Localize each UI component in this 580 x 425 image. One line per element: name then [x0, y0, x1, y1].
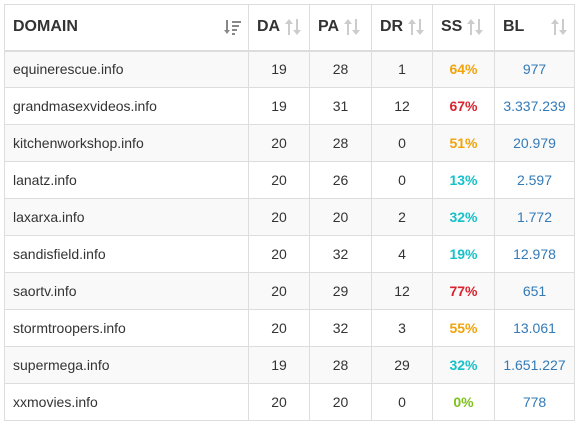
cell-ss: 32%: [432, 198, 495, 236]
cell-da: 20: [248, 272, 310, 310]
cell-ss: 64%: [432, 50, 495, 88]
cell-da: 20: [248, 198, 310, 236]
cell-da: 20: [248, 235, 310, 273]
cell-domain: supermega.info: [4, 346, 249, 384]
sort-inactive-icon[interactable]: [550, 18, 568, 36]
cell-domain: saortv.info: [4, 272, 249, 310]
cell-dr: 0: [371, 161, 433, 199]
cell-da: 19: [248, 50, 310, 88]
column-header-da-label: DA: [257, 18, 281, 36]
cell-dr: 12: [371, 87, 433, 125]
cell-domain: grandmasexvideos.info: [4, 87, 249, 125]
cell-domain: xxmovies.info: [4, 383, 249, 421]
cell-dr: 29: [371, 346, 433, 384]
column-header-domain[interactable]: DOMAIN: [4, 4, 249, 52]
sort-inactive-icon[interactable]: [407, 18, 425, 36]
cell-bl: 12.978: [494, 235, 575, 273]
column-header-pa[interactable]: PA: [309, 4, 372, 52]
cell-bl: 1.772: [494, 198, 575, 236]
column-header-ss-label: SS: [441, 18, 463, 36]
cell-pa: 20: [309, 383, 372, 421]
cell-da: 20: [248, 161, 310, 199]
column-header-da[interactable]: DA: [248, 4, 310, 52]
cell-domain: kitchenworkshop.info: [4, 124, 249, 162]
cell-dr: 12: [371, 272, 433, 310]
cell-domain: stormtroopers.info: [4, 309, 249, 347]
cell-dr: 1: [371, 50, 433, 88]
table-row: equinerescue.info 19 28 1 64% 977: [4, 50, 575, 88]
column-header-ss[interactable]: SS: [432, 4, 495, 52]
cell-bl: 2.597: [494, 161, 575, 199]
cell-bl: 3.337.239: [494, 87, 575, 125]
cell-domain: laxarxa.info: [4, 198, 249, 236]
column-header-dr[interactable]: DR: [371, 4, 433, 52]
cell-ss: 19%: [432, 235, 495, 273]
cell-ss: 55%: [432, 309, 495, 347]
cell-bl: 20.979: [494, 124, 575, 162]
cell-dr: 0: [371, 124, 433, 162]
table-row: laxarxa.info 20 20 2 32% 1.772: [4, 198, 575, 236]
cell-dr: 4: [371, 235, 433, 273]
cell-pa: 28: [309, 124, 372, 162]
table-row: supermega.info 19 28 29 32% 1.651.227: [4, 346, 575, 384]
table-row: stormtroopers.info 20 32 3 55% 13.061: [4, 309, 575, 347]
cell-da: 20: [248, 124, 310, 162]
column-header-pa-label: PA: [318, 18, 340, 36]
cell-ss: 67%: [432, 87, 495, 125]
cell-ss: 51%: [432, 124, 495, 162]
domain-metrics-table: DOMAIN DA: [4, 4, 575, 421]
table-body: equinerescue.info 19 28 1 64% 977 grandm…: [4, 50, 575, 421]
cell-domain: lanatz.info: [4, 161, 249, 199]
cell-pa: 32: [309, 235, 372, 273]
cell-bl: 778: [494, 383, 575, 421]
column-header-bl-label: BL: [503, 18, 525, 36]
cell-dr: 2: [371, 198, 433, 236]
cell-pa: 28: [309, 346, 372, 384]
cell-pa: 20: [309, 198, 372, 236]
cell-ss: 13%: [432, 161, 495, 199]
table-row: grandmasexvideos.info 19 31 12 67% 3.337…: [4, 87, 575, 125]
cell-pa: 26: [309, 161, 372, 199]
cell-bl: 977: [494, 50, 575, 88]
cell-bl: 651: [494, 272, 575, 310]
cell-ss: 32%: [432, 346, 495, 384]
cell-ss: 77%: [432, 272, 495, 310]
cell-pa: 28: [309, 50, 372, 88]
table-row: sandisfield.info 20 32 4 19% 12.978: [4, 235, 575, 273]
domain-table-container: DOMAIN DA: [4, 4, 575, 421]
cell-da: 19: [248, 87, 310, 125]
cell-pa: 32: [309, 309, 372, 347]
table-row: kitchenworkshop.info 20 28 0 51% 20.979: [4, 124, 575, 162]
cell-pa: 29: [309, 272, 372, 310]
cell-bl: 1.651.227: [494, 346, 575, 384]
sort-active-icon[interactable]: [224, 18, 242, 36]
cell-pa: 31: [309, 87, 372, 125]
column-header-bl[interactable]: BL: [494, 4, 575, 52]
table-row: lanatz.info 20 26 0 13% 2.597: [4, 161, 575, 199]
sort-inactive-icon[interactable]: [343, 18, 361, 36]
cell-ss: 0%: [432, 383, 495, 421]
sort-inactive-icon[interactable]: [466, 18, 484, 36]
sort-inactive-icon[interactable]: [284, 18, 302, 36]
cell-dr: 3: [371, 309, 433, 347]
cell-bl: 13.061: [494, 309, 575, 347]
cell-da: 19: [248, 346, 310, 384]
cell-domain: sandisfield.info: [4, 235, 249, 273]
cell-da: 20: [248, 309, 310, 347]
column-header-dr-label: DR: [380, 18, 404, 36]
table-row: saortv.info 20 29 12 77% 651: [4, 272, 575, 310]
cell-dr: 0: [371, 383, 433, 421]
cell-domain: equinerescue.info: [4, 50, 249, 88]
cell-da: 20: [248, 383, 310, 421]
table-row: xxmovies.info 20 20 0 0% 778: [4, 383, 575, 421]
table-header-row: DOMAIN DA: [4, 4, 575, 52]
column-header-domain-label: DOMAIN: [13, 18, 78, 36]
